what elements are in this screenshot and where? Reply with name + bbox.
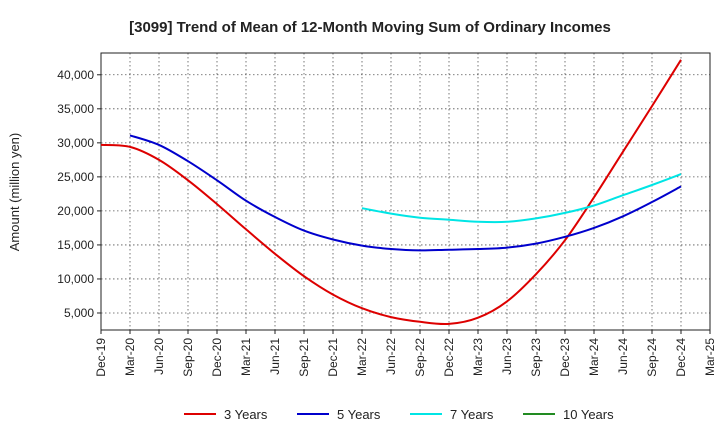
x-tick-label: Jun-22 [384,338,398,375]
x-tick-label: Dec-22 [442,338,456,377]
y-tick-label: 40,000 [57,68,94,82]
x-tick-label: Dec-20 [210,338,224,377]
x-tick-label: Sep-23 [529,338,543,377]
legend-label-3-years: 3 Years [224,407,268,422]
y-axis-ticks: 5,000 10,000 15,000 20,000 25,000 30,000 35,00… [57,68,101,320]
x-tick-label: Mar-22 [355,338,369,376]
y-tick-label: 30,000 [57,136,94,150]
x-tick-label: Dec-23 [558,338,572,377]
legend-label-7-years: 7 Years [450,407,494,422]
series-line-3-years [100,59,682,326]
x-tick-label: Dec-21 [326,338,340,377]
x-tick-label: Mar-20 [123,338,137,376]
y-axis-label: Amount (million yen) [7,133,22,252]
x-tick-label: Mar-23 [471,338,485,376]
y-tick-label: 15,000 [57,238,94,252]
x-tick-label: Mar-21 [239,338,253,376]
series-lines [100,59,682,326]
x-tick-label: Jun-23 [500,338,514,375]
x-tick-label: Sep-20 [181,338,195,377]
y-tick-label: 25,000 [57,170,94,184]
series-line-7-years [361,173,682,224]
x-tick-label: Jun-20 [152,338,166,375]
legend-label-10-years: 10 Years [563,407,614,422]
legend-label-5-years: 5 Years [337,407,381,422]
x-tick-label: Dec-19 [94,338,108,377]
y-tick-label: 10,000 [57,272,94,286]
chart-title: [3099] Trend of Mean of 12-Month Moving … [129,19,611,36]
x-tick-label: Jun-21 [268,338,282,375]
legend: 3 Years 5 Years 7 Years 10 Years [184,407,614,422]
x-tick-label: Mar-25 [703,338,717,376]
plot-area [100,52,711,331]
x-tick-label: Sep-22 [413,338,427,377]
y-tick-label: 35,000 [57,102,94,116]
y-tick-label: 20,000 [57,204,94,218]
grid [101,53,710,330]
x-tick-label: Sep-24 [645,338,659,377]
x-tick-label: Sep-21 [297,338,311,377]
x-tick-label: Jun-24 [616,338,630,375]
series-line-5-years [129,134,682,252]
x-tick-label: Mar-24 [587,338,601,376]
x-axis-ticks: Dec-19 Mar-20 Jun-20 Sep-20 Dec-20 Mar-21 Jun-… [94,330,717,377]
x-tick-label: Dec-24 [674,338,688,377]
y-tick-label: 5,000 [64,306,94,320]
